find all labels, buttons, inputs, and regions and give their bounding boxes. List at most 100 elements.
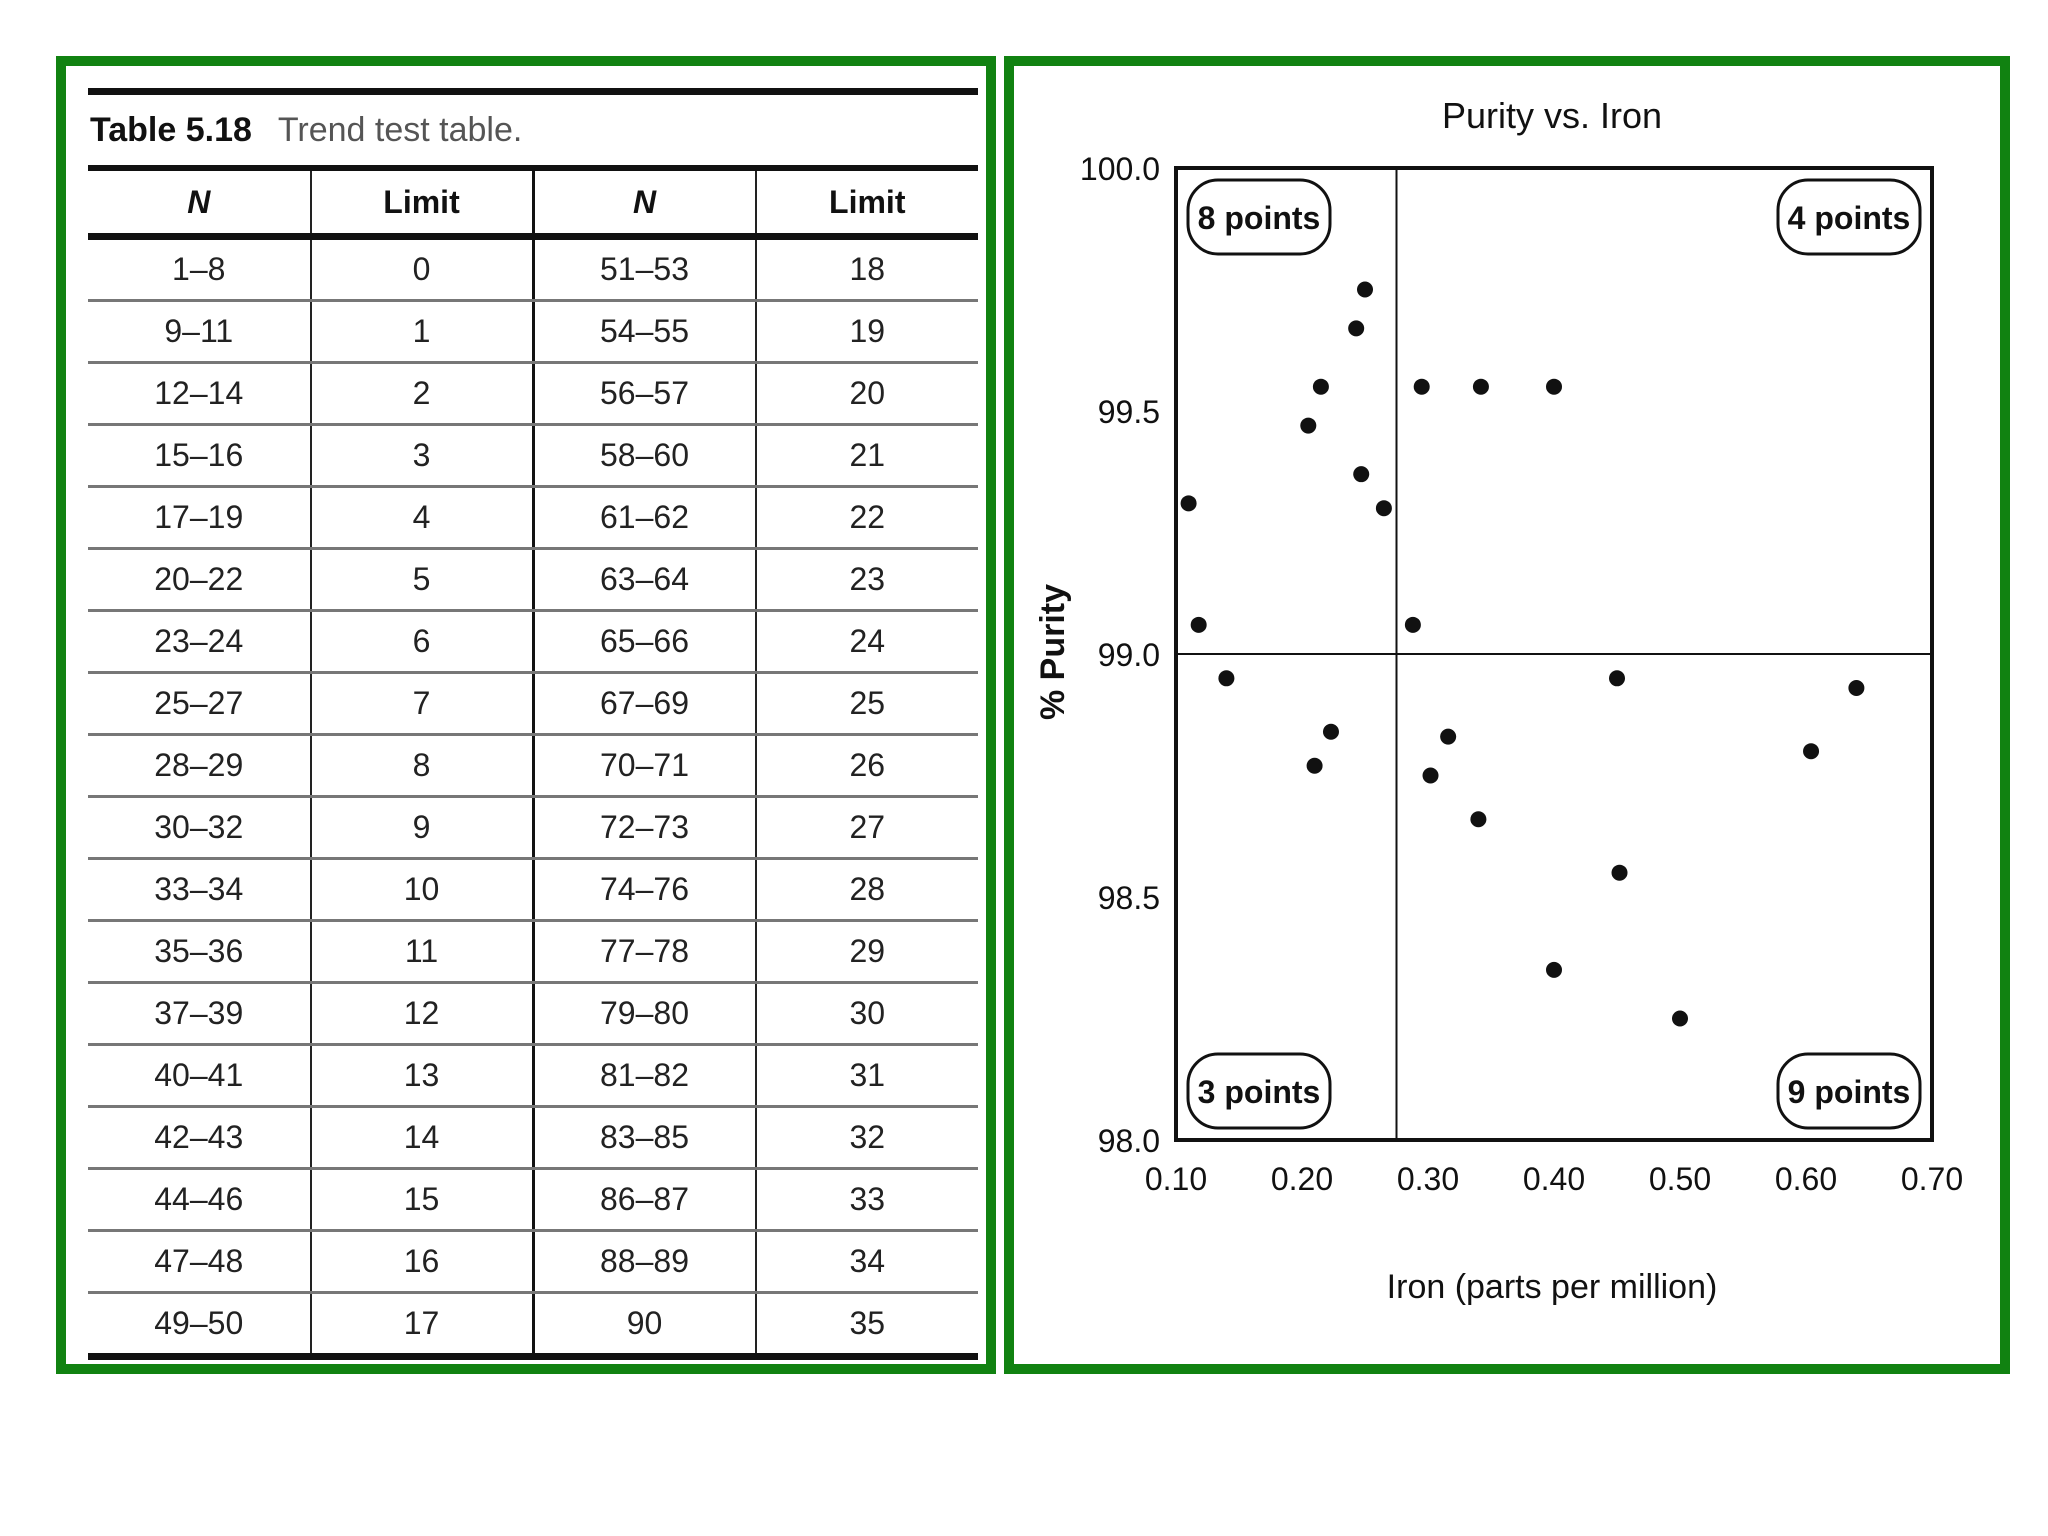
data-point <box>1353 466 1370 483</box>
cell-limit: 17 <box>309 1292 533 1360</box>
quadrant-label-box <box>1776 178 1922 256</box>
x-tick-label: 0.50 <box>1649 1161 1711 1197</box>
table-row: 20–22 5 63–64 23 <box>88 548 978 612</box>
table-row: 15–16 3 58–60 21 <box>88 424 978 488</box>
table-row: 17–19 4 61–62 22 <box>88 486 978 550</box>
quadrant-label-lower-right: 9 points <box>1788 1074 1911 1110</box>
quadrant-label-lower-left: 3 points <box>1198 1074 1321 1110</box>
table-row: 30–32 9 72–73 27 <box>88 796 978 860</box>
table-row: 23–24 6 65–66 24 <box>88 610 978 674</box>
header-n-left: N <box>88 171 311 240</box>
cell-n: 90 <box>531 1292 756 1360</box>
data-point <box>1322 723 1339 740</box>
cell-limit: 2 <box>309 362 533 426</box>
cell-limit: 31 <box>754 1044 978 1108</box>
cell-n: 23–24 <box>88 610 311 674</box>
table-header-rule <box>88 165 978 171</box>
table-row: 35–36 11 77–78 29 <box>88 920 978 984</box>
table-panel: Table 5.18 Trend test table. N Limit N L… <box>56 56 996 1374</box>
purity-vs-iron-chart: Purity vs. Iron Iron (parts per million)… <box>1034 95 1963 1306</box>
cell-limit: 8 <box>309 734 533 798</box>
chart-panel: Purity vs. Iron Iron (parts per million)… <box>1004 56 2010 1374</box>
data-point <box>1190 616 1207 633</box>
cell-n: 15–16 <box>88 424 311 488</box>
data-point <box>1472 378 1489 395</box>
data-point <box>1546 961 1562 978</box>
cell-n: 67–69 <box>531 672 756 736</box>
cell-limit: 19 <box>754 300 978 364</box>
cell-n: 20–22 <box>88 548 311 612</box>
cell-n: 86–87 <box>531 1168 756 1232</box>
cell-limit: 30 <box>754 982 978 1046</box>
data-point <box>1848 680 1865 697</box>
cell-limit: 11 <box>309 920 533 984</box>
cell-limit: 25 <box>754 672 978 736</box>
cell-n: 74–76 <box>531 858 756 922</box>
table-row: 47–48 16 88–89 34 <box>88 1230 978 1294</box>
cell-limit: 29 <box>754 920 978 984</box>
cell-n: 51–53 <box>531 236 756 302</box>
cell-limit: 27 <box>754 796 978 860</box>
data-point <box>1803 743 1820 760</box>
data-point <box>1357 281 1373 298</box>
cell-n: 77–78 <box>531 920 756 984</box>
y-axis-label: % Purity <box>1034 584 1072 720</box>
cell-n: 25–27 <box>88 672 311 736</box>
table-row: 25–27 7 67–69 25 <box>88 672 978 736</box>
cell-limit: 22 <box>754 486 978 550</box>
data-point <box>1470 811 1487 828</box>
cell-limit: 16 <box>309 1230 533 1294</box>
table-caption: Table 5.18 Trend test table. <box>88 95 978 165</box>
cell-n: 40–41 <box>88 1044 311 1108</box>
plot-layer: 98.0 98.5 99.0 99.5 100.0 0.10 0.20 0.30 0.40 0.5… <box>1080 151 1963 1197</box>
cell-limit: 6 <box>309 610 533 674</box>
trend-table-figure: Table 5.18 Trend test table. N Limit N L… <box>88 88 978 1360</box>
x-tick-label: 0.20 <box>1271 1161 1333 1197</box>
data-point <box>1672 1010 1688 1027</box>
y-tick-label: 99.5 <box>1098 394 1160 430</box>
cell-n: 65–66 <box>531 610 756 674</box>
cell-limit: 15 <box>309 1168 533 1232</box>
table-caption-text: Trend test table. <box>277 110 523 149</box>
cell-limit: 3 <box>309 424 533 488</box>
x-tick-label: 0.40 <box>1523 1161 1585 1197</box>
cell-n: 49–50 <box>88 1292 311 1360</box>
quadrant-label-upper-right: 4 points <box>1788 200 1911 236</box>
data-point <box>1306 757 1323 774</box>
table-label: Table 5.18 <box>90 110 252 149</box>
cell-limit: 1 <box>309 300 533 364</box>
cell-n: 44–46 <box>88 1168 311 1232</box>
data-point <box>1348 320 1365 337</box>
table-row: 28–29 8 70–71 26 <box>88 734 978 798</box>
cell-limit: 24 <box>754 610 978 674</box>
data-point <box>1422 767 1439 784</box>
cell-limit: 9 <box>309 796 533 860</box>
cell-limit: 10 <box>309 858 533 922</box>
x-tick-label: 0.30 <box>1397 1161 1459 1197</box>
chart-title: Purity vs. Iron <box>1442 95 1662 136</box>
cell-limit: 20 <box>754 362 978 426</box>
quadrant-label-box <box>1186 178 1332 256</box>
cell-n: 58–60 <box>531 424 756 488</box>
y-tick-label: 98.0 <box>1098 1123 1160 1159</box>
x-tick-label: 0.60 <box>1775 1161 1837 1197</box>
cell-n: 83–85 <box>531 1106 756 1170</box>
data-point <box>1300 417 1317 434</box>
cell-n: 12–14 <box>88 362 311 426</box>
cell-n: 79–80 <box>531 982 756 1046</box>
cell-limit: 21 <box>754 424 978 488</box>
data-point <box>1546 378 1562 395</box>
table-row: 49–50 17 90 35 <box>88 1292 978 1360</box>
cell-n: 47–48 <box>88 1230 311 1294</box>
x-tick-label: 0.70 <box>1901 1161 1963 1197</box>
header-limit-right: Limit <box>754 171 978 240</box>
y-tick-label: 98.5 <box>1098 880 1160 916</box>
cell-limit: 33 <box>754 1168 978 1232</box>
data-point <box>1404 616 1421 633</box>
cell-n: 28–29 <box>88 734 311 798</box>
cell-limit: 12 <box>309 982 533 1046</box>
cell-n: 17–19 <box>88 486 311 550</box>
table-row: 40–41 13 81–82 31 <box>88 1044 978 1108</box>
cell-limit: 26 <box>754 734 978 798</box>
data-point <box>1312 378 1329 395</box>
